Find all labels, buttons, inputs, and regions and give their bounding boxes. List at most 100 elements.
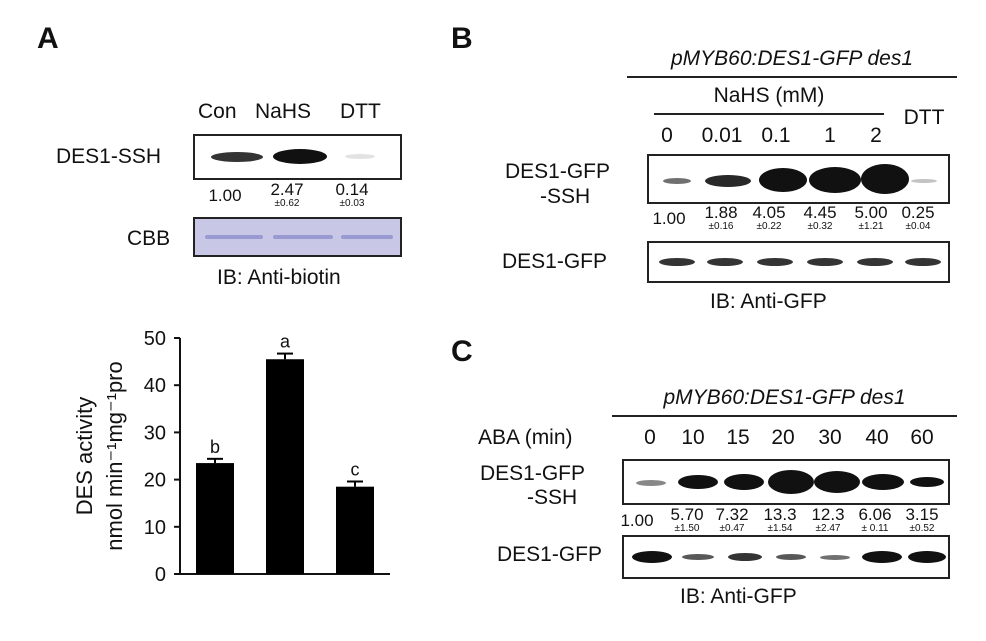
blot-band (682, 554, 714, 560)
loading-label-c: DES1-GFP (497, 543, 603, 566)
treatment-label-c: ABA (min) (478, 426, 573, 449)
y-tick-label: 40 (144, 375, 166, 397)
treatment-label-b: NaHS (mM) (713, 84, 825, 107)
blot-label-c-2: -SSH (527, 486, 578, 509)
y-axis-label-line2: nmol min⁻¹mg⁻¹pro (102, 361, 127, 550)
lane-b-3: 1 (824, 124, 836, 147)
lane-b-0: 0 (661, 124, 673, 147)
western-blot-b-gfp (647, 241, 950, 283)
blot-band (724, 474, 764, 490)
lane-c-5: 40 (865, 426, 889, 449)
blot-band (211, 152, 263, 162)
blot-band (862, 551, 902, 563)
quant-b-0: 1.00 (652, 209, 686, 228)
blot-band (911, 179, 937, 183)
blot-label-c-1: DES1-GFP (480, 462, 586, 485)
quant-a-2: 0.14 ±0.03 (335, 180, 369, 209)
bar-dtt (336, 486, 374, 574)
lane-label-nahs: NaHS (255, 100, 312, 123)
quant-c-3: 13.3 ±1.54 (763, 505, 797, 534)
lane-c-0: 0 (644, 426, 656, 449)
genotype-label-b: pMYB60:DES1-GFP des1 (671, 47, 913, 70)
blot-band (807, 258, 843, 266)
quant-b-3: 4.45 ±0.32 (803, 203, 837, 232)
cbb-stain (193, 217, 402, 257)
blot-band (861, 164, 909, 194)
quant-c-0: 1.00 (620, 511, 654, 530)
lane-b-2: 0.1 (761, 124, 791, 147)
quant-b-1: 1.88 ±0.16 (704, 203, 738, 232)
quant-b-4: 5.00 ±1.21 (854, 203, 888, 232)
significance-letter: b (210, 437, 220, 457)
lane-c-4: 30 (818, 426, 842, 449)
lane-label-con: Con (198, 100, 237, 123)
blot-band (632, 551, 672, 563)
blot-band (678, 475, 718, 489)
western-blot-c-ssh (622, 459, 950, 505)
quant-c-2: 7.32 ±0.47 (715, 505, 749, 534)
lane-b-4: 2 (870, 124, 882, 147)
y-tick-label: 10 (144, 517, 166, 539)
lane-c-2: 15 (726, 426, 750, 449)
lane-label-dtt: DTT (340, 100, 381, 123)
panel-c-letter: C (451, 335, 473, 368)
loading-label-cbb: CBB (127, 227, 171, 250)
genotype-underline-b (627, 76, 957, 78)
blot-band (636, 480, 666, 486)
quant-c-6: 3.15 ±0.52 (905, 505, 939, 534)
blot-band (273, 149, 327, 164)
blot-band (857, 258, 893, 266)
blot-band (809, 167, 861, 193)
des-activity-chart: 0 10 20 30 40 50 b a c DES activity nmol min⁻¹mg⁻¹… (72, 328, 390, 586)
significance-letter: a (280, 332, 291, 352)
lane-b-1: 0.01 (701, 124, 743, 147)
bar-con (196, 463, 234, 574)
blot-band (757, 258, 793, 266)
quant-b-5: 0.25 ±0.04 (901, 203, 935, 232)
blot-band (659, 258, 695, 266)
y-tick-label: 0 (155, 564, 166, 586)
blot-band (345, 154, 375, 159)
blot-band (910, 477, 944, 487)
blot-band (776, 554, 806, 560)
cbb-band (273, 235, 333, 239)
quant-c-5: 6.06 ± 0.11 (858, 505, 892, 534)
y-tick-label: 50 (144, 328, 166, 350)
significance-letter: c (351, 459, 360, 479)
blot-band (759, 168, 807, 192)
cbb-band (341, 235, 393, 239)
cbb-band (205, 235, 263, 239)
treatment-underline-b (654, 113, 884, 115)
lane-c-3: 20 (771, 426, 795, 449)
genotype-underline-c (612, 415, 957, 417)
panel-b-letter: B (451, 22, 473, 55)
lane-b-5: DTT (903, 106, 945, 129)
quant-a-0: 1.00 (208, 186, 242, 205)
quant-a-1: 2.47 ±0.62 (270, 180, 304, 209)
blot-band (705, 175, 751, 187)
y-tick-label: 30 (144, 422, 166, 444)
blot-band (728, 553, 762, 561)
blot-label-des1-ssh: DES1-SSH (56, 145, 162, 168)
blot-band (905, 258, 941, 266)
quant-c-1: 5.70 ±1.50 (670, 505, 704, 534)
quant-b-2: 4.05 ±0.22 (752, 203, 786, 232)
blot-band (820, 555, 850, 560)
western-blot-b-ssh (647, 154, 950, 204)
ib-label-c: IB: Anti-GFP (680, 585, 797, 608)
ib-label-a: IB: Anti-biotin (217, 266, 341, 289)
bar-nahs (266, 359, 304, 574)
western-blot-des1-ssh (193, 134, 402, 180)
western-blot-c-gfp (622, 535, 950, 579)
blot-band (768, 470, 814, 494)
ib-label-b: IB: Anti-GFP (710, 290, 827, 313)
blot-label-b-1: DES1-GFP (505, 160, 611, 183)
blot-band (814, 471, 860, 493)
y-axis-label-line1: DES activity (72, 397, 97, 516)
genotype-label-c: pMYB60:DES1-GFP des1 (663, 386, 906, 409)
y-tick-label: 20 (144, 470, 166, 492)
blot-label-b-2: -SSH (540, 185, 591, 208)
lane-c-1: 10 (681, 426, 705, 449)
quant-c-4: 12.3 ±2.47 (811, 505, 845, 534)
blot-band (663, 178, 691, 184)
